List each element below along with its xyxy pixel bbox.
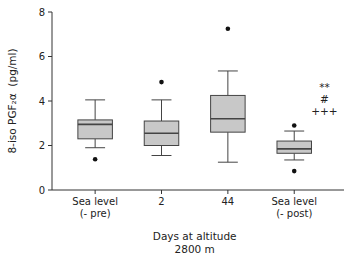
annotation: # — [320, 93, 329, 105]
x-tick-label: 2 — [158, 196, 164, 207]
x-tick — [161, 190, 162, 194]
median — [277, 148, 312, 150]
box — [144, 121, 179, 145]
y-tick — [48, 101, 52, 102]
x-tick-label: 44 — [221, 196, 234, 207]
whisker-low — [294, 153, 295, 160]
outlier — [93, 157, 98, 162]
whisker-high — [227, 71, 228, 95]
median — [144, 132, 179, 134]
outlier — [292, 169, 297, 174]
outlier — [292, 123, 297, 128]
chart: 0 2 4 6 8 Sea level(- pre) 2 44 Sea level(- post… — [0, 0, 354, 280]
y-tick — [48, 190, 52, 191]
y-axis-label: 8-iso PGF₂α (pg/ml) — [6, 48, 18, 153]
x-axis — [52, 190, 344, 191]
x-tick-label: Sea level(- post) — [271, 196, 317, 219]
whisker-high — [95, 100, 96, 120]
cap-high — [284, 131, 304, 132]
box — [211, 95, 246, 132]
annotation: +++ — [311, 105, 337, 117]
median — [78, 124, 113, 126]
cap-low — [85, 147, 105, 148]
x-tick — [294, 190, 295, 194]
median — [211, 118, 246, 120]
box-group — [277, 123, 312, 173]
box-group — [78, 100, 113, 162]
cap-high — [152, 99, 172, 100]
whisker-low — [227, 132, 228, 162]
cap-low — [284, 159, 304, 160]
y-tick-label: 0 — [39, 185, 45, 196]
y-tick-label: 6 — [39, 51, 45, 62]
y-tick-label: 2 — [39, 140, 45, 151]
cap-low — [152, 155, 172, 156]
box-group — [211, 26, 246, 162]
whisker-high — [294, 131, 295, 141]
outlier — [226, 26, 231, 31]
box-group — [144, 80, 179, 156]
x-tick-label: Sea level(- pre) — [72, 196, 118, 219]
cap-high — [218, 70, 238, 71]
x-tick — [95, 190, 96, 194]
x-tick — [227, 190, 228, 194]
outlier — [159, 80, 164, 85]
y-tick-label: 4 — [39, 96, 45, 107]
x-axis-label: Days at altitude2800 m — [153, 230, 237, 255]
y-tick — [48, 12, 52, 13]
box — [78, 120, 113, 139]
box — [277, 141, 312, 153]
whisker-low — [161, 146, 162, 156]
whisker-high — [161, 100, 162, 121]
whisker-low — [95, 139, 96, 148]
y-tick — [48, 56, 52, 57]
annotation: ** — [319, 81, 330, 93]
cap-high — [85, 99, 105, 100]
y-tick — [48, 145, 52, 146]
y-tick-label: 8 — [39, 7, 45, 18]
plot-area — [78, 26, 312, 173]
cap-low — [218, 162, 238, 163]
